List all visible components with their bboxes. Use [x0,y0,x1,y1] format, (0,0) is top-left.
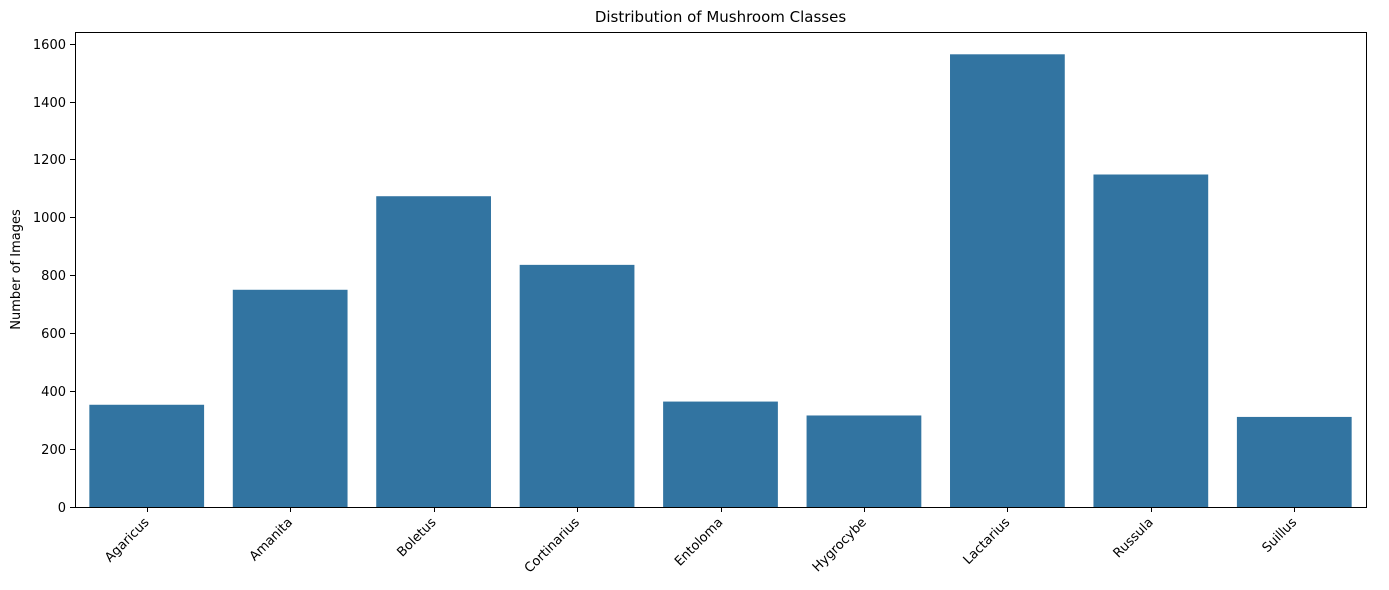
bar-hygrocybe [806,415,922,507]
y-tick-label: 200 [41,443,66,458]
bar-russula [1093,174,1209,507]
y-tick-label: 1200 [33,153,66,168]
bar-lactarius [950,54,1065,508]
bar-amanita [232,289,348,507]
y-tick-label: 1400 [33,96,66,111]
y-tick-label: 1600 [33,38,66,53]
y-tick-label: 600 [41,327,66,342]
bar-boletus [376,196,491,507]
bar-cortinarius [519,264,635,507]
bar-entoloma [663,401,778,507]
y-axis-title: Number of Images [9,209,24,330]
y-tick-label: 0 [58,501,66,516]
chart-title: Distribution of Mushroom Classes [595,8,847,26]
y-tick-label: 400 [41,385,66,400]
y-tick-label: 800 [41,269,66,284]
y-axis: 0 200 400 600 800 1000 1200 1400 1600 [33,38,75,516]
bars-group [89,54,1352,508]
bar-agaricus [89,404,205,507]
bar-suillus [1236,416,1352,507]
y-tick-label: 1000 [33,211,66,226]
